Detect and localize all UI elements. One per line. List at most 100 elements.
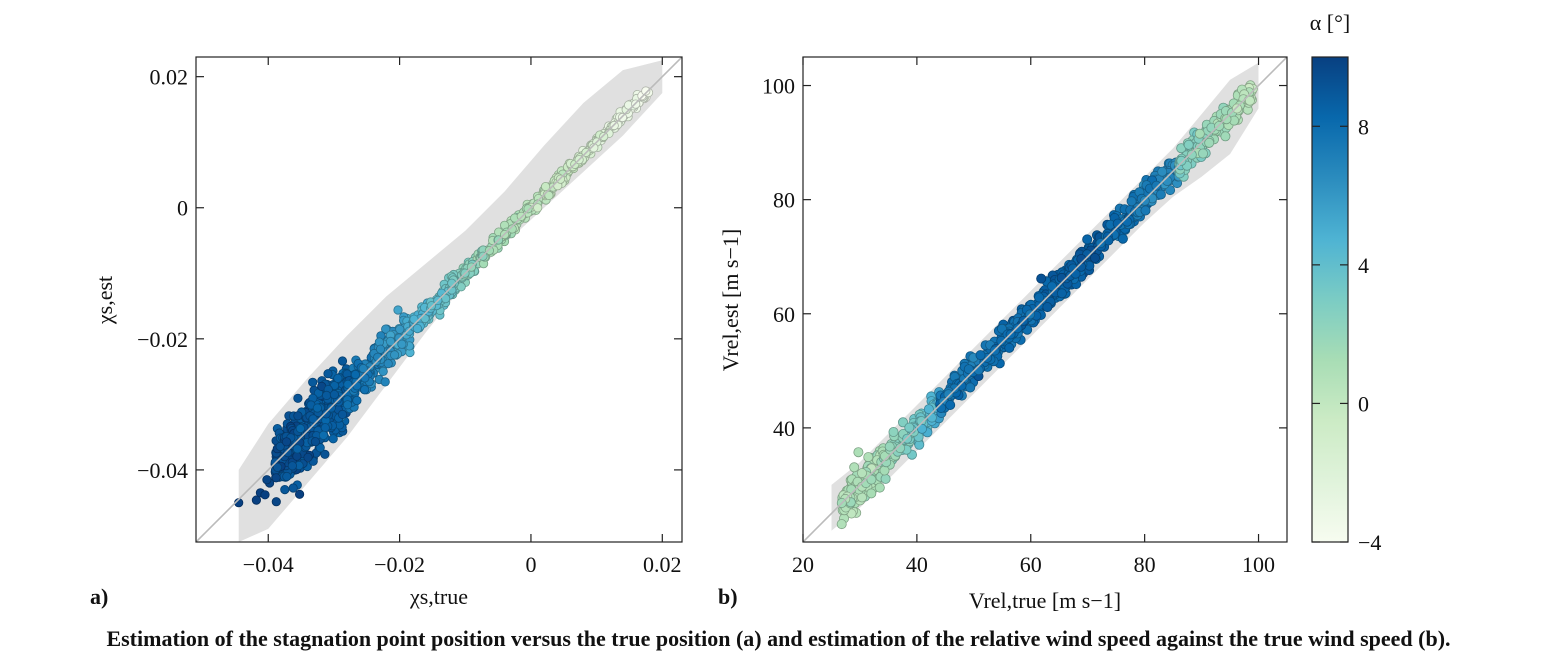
scatter-point	[965, 382, 976, 393]
scatter-point	[1151, 180, 1162, 191]
scatter-point	[880, 473, 891, 484]
scatter-point	[1047, 281, 1058, 292]
scatter-point	[1126, 196, 1137, 207]
scatter-point	[1220, 131, 1231, 142]
scatter-point	[836, 519, 847, 530]
x-tick-label: −0.02	[374, 552, 425, 577]
colorbar-tick-label: −4	[1358, 530, 1381, 555]
scatter-point	[1139, 195, 1150, 206]
scatter-point	[333, 373, 343, 383]
y-tick-label: 100	[762, 74, 795, 99]
scatter-point	[271, 473, 281, 483]
scatter-point	[975, 350, 986, 361]
scatter-point	[895, 443, 906, 454]
scatter-point	[328, 434, 338, 444]
scatter-point	[1244, 95, 1255, 106]
scatter-point	[262, 475, 272, 485]
scatter-point	[1183, 139, 1194, 150]
scatter-point	[308, 377, 318, 387]
colorbar-tick-label: 8	[1358, 114, 1369, 139]
scatter-point	[1056, 288, 1067, 299]
scatter-point	[1140, 205, 1151, 216]
scatter-point	[378, 366, 388, 376]
scatter-point	[1042, 302, 1053, 313]
scatter-point	[397, 339, 407, 349]
scatter-point	[350, 369, 360, 380]
scatter-point	[293, 411, 303, 421]
x-tick-label: 40	[906, 552, 928, 577]
scatter-point	[996, 335, 1007, 346]
scatter-point	[251, 495, 261, 505]
scatter-point	[874, 482, 885, 493]
scatter-point	[533, 203, 543, 213]
scatter-point	[389, 350, 400, 360]
scatter-point	[393, 305, 403, 315]
ticks-a: −0.04 −0.02 0 0.02 −0.04 −0.02 0 0.02	[137, 57, 682, 577]
scatter-point	[884, 441, 895, 452]
scatter-point	[853, 447, 864, 458]
scatter-point	[275, 441, 285, 452]
scatter-point	[381, 324, 391, 334]
scatter-point	[272, 462, 283, 472]
scatter-point	[1194, 128, 1205, 139]
scatter-point	[282, 471, 292, 482]
scatter-point	[271, 497, 281, 507]
scatter-point	[1004, 342, 1015, 353]
scatter-point	[544, 190, 554, 200]
scatter-point	[352, 381, 362, 391]
scatter-point	[283, 447, 293, 458]
scatter-point	[287, 461, 297, 471]
scatter-point	[1090, 252, 1101, 263]
scatter-point	[866, 488, 877, 499]
y-tick-label: 80	[773, 188, 795, 213]
scatter-point	[879, 465, 890, 476]
scatter-point	[292, 444, 302, 454]
x-axis-label-a: χs,true	[409, 584, 468, 609]
scatter-point	[385, 336, 396, 346]
scatter-point	[863, 452, 874, 463]
x-axis-label-b: Vrel,true [m s−1]	[969, 588, 1121, 613]
y-tick-label: 40	[773, 416, 795, 441]
x-tick-label: 100	[1242, 552, 1275, 577]
scatter-point	[380, 377, 390, 387]
scatter-point	[310, 437, 320, 447]
y-tick-label: −0.04	[137, 458, 188, 483]
scatter-point	[1034, 292, 1045, 303]
scatter-point	[312, 403, 322, 413]
scatter-point	[1117, 233, 1128, 244]
identity-line-b	[803, 57, 1287, 542]
scatter-point	[395, 324, 405, 334]
axes-frame-b	[802, 56, 1288, 543]
scatter-point	[936, 402, 947, 413]
scatter-point	[318, 430, 329, 440]
scatter-point	[1186, 149, 1197, 160]
scatter-point	[383, 359, 393, 369]
scatter-point	[1176, 155, 1187, 166]
scatter-point	[849, 462, 860, 473]
scatter-point	[1012, 323, 1023, 334]
y-tick-label: 60	[773, 302, 795, 327]
scatter-point	[888, 426, 899, 437]
scatter-point	[1056, 272, 1067, 283]
scatter-point	[904, 422, 915, 433]
scatter-points-b	[836, 80, 1258, 530]
y-tick-label: −0.02	[137, 327, 188, 352]
scatter-point	[280, 484, 290, 495]
y-axis-label-b: Vrel,est [m s−1]	[718, 229, 743, 371]
scatter-point	[866, 474, 877, 485]
scatter-point	[1036, 273, 1047, 284]
scatter-point	[1221, 114, 1232, 125]
scatter-point	[641, 86, 651, 96]
colorbar-gradient	[1311, 56, 1349, 543]
identity-line-a	[196, 57, 682, 542]
scatter-point	[857, 468, 868, 479]
scatter-point	[352, 395, 362, 406]
scatter-point	[589, 143, 599, 153]
panel-tag-b: b)	[718, 584, 738, 609]
scatter-point	[303, 452, 313, 462]
plot-area-a	[196, 57, 682, 542]
figure-caption: Estimation of the stagnation point posit…	[106, 626, 1451, 651]
scatter-point	[963, 364, 974, 375]
scatter-point	[523, 204, 533, 214]
